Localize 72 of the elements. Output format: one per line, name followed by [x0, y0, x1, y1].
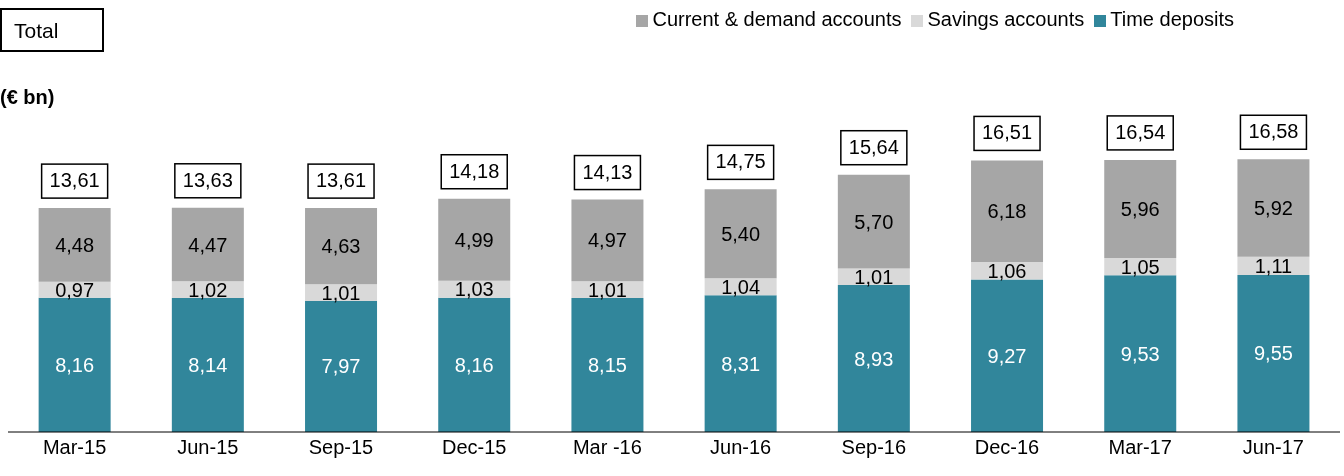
- data-label: 8,31: [721, 352, 761, 375]
- bar: [971, 160, 1044, 263]
- x-tick-label: Jun-15: [177, 436, 239, 459]
- total-label: 16,51: [982, 121, 1033, 144]
- bar: [171, 207, 244, 282]
- bar: [171, 298, 244, 432]
- total-label: 14,18: [449, 159, 500, 182]
- bar: [704, 189, 777, 279]
- total-label: 13,61: [49, 169, 100, 192]
- data-label: 7,97: [321, 355, 361, 378]
- data-label: 5,92: [1253, 196, 1293, 219]
- x-tick-label: Jun-17: [1242, 436, 1304, 459]
- bar: [305, 208, 378, 285]
- data-label: 9,55: [1253, 342, 1293, 365]
- legend-label: Time deposits: [1110, 8, 1234, 30]
- chart-title: Total: [0, 8, 104, 52]
- x-tick-label: Dec-16: [974, 436, 1040, 459]
- total-label: 13,63: [182, 168, 233, 191]
- data-label: 1,01: [854, 265, 894, 288]
- bar: [1104, 275, 1177, 432]
- bar: [971, 279, 1044, 432]
- x-tick-label: Mar-17: [1108, 436, 1172, 459]
- x-tick-label: Sep-15: [308, 436, 374, 459]
- y-axis-title: (€ bn): [0, 86, 55, 109]
- data-label: 9,27: [987, 344, 1027, 367]
- x-tick-label: Dec-15: [441, 436, 507, 459]
- total-label: 14,75: [715, 150, 766, 173]
- bar: [704, 295, 777, 432]
- bar: [438, 297, 511, 432]
- data-label: 1,05: [1120, 255, 1160, 278]
- bar: [38, 208, 111, 282]
- data-label: 5,96: [1120, 197, 1160, 220]
- bar: [438, 198, 511, 281]
- total-label: 15,64: [848, 135, 899, 158]
- total-label: 14,13: [582, 160, 633, 183]
- data-label: 1,01: [321, 281, 361, 304]
- data-label: 5,70: [854, 210, 894, 233]
- data-label: 1,01: [587, 278, 627, 301]
- data-label: 4,63: [321, 235, 361, 258]
- legend-label: Current & demand accounts: [652, 8, 902, 30]
- data-label: 4,48: [55, 233, 95, 256]
- data-label: 4,47: [188, 233, 228, 256]
- data-label: 1,04: [721, 275, 761, 298]
- x-tick-label: Sep-16: [841, 436, 907, 459]
- total-label: 16,58: [1248, 120, 1299, 143]
- data-label: 6,18: [987, 200, 1027, 223]
- data-label: 8,15: [587, 353, 627, 376]
- bar: [837, 285, 910, 432]
- data-label: 4,97: [587, 229, 627, 252]
- legend-label: Savings accounts: [927, 8, 1085, 30]
- data-label: 8,16: [55, 353, 95, 376]
- bar: [837, 174, 910, 269]
- bar: [1237, 159, 1310, 257]
- data-label: 5,40: [721, 222, 761, 245]
- data-label: 1,03: [454, 278, 494, 301]
- x-tick-label: Mar-15: [42, 436, 107, 459]
- x-tick-label: Jun-16: [710, 436, 772, 459]
- bar: [1237, 274, 1310, 432]
- data-label: 9,53: [1120, 342, 1160, 365]
- data-label: 8,16: [454, 353, 494, 376]
- data-label: 1,06: [987, 259, 1027, 282]
- total-label: 16,54: [1115, 120, 1166, 143]
- data-label: 0,97: [55, 278, 95, 301]
- data-label: 4,99: [454, 228, 494, 251]
- data-label: 8,14: [188, 354, 228, 377]
- data-label: 1,02: [188, 278, 228, 301]
- bar: [1104, 159, 1177, 258]
- bar: [571, 199, 644, 282]
- x-tick-label: Mar -16: [572, 436, 642, 459]
- data-label: 8,93: [854, 347, 894, 370]
- total-label: 13,61: [316, 169, 367, 192]
- data-label: 1,11: [1254, 254, 1293, 277]
